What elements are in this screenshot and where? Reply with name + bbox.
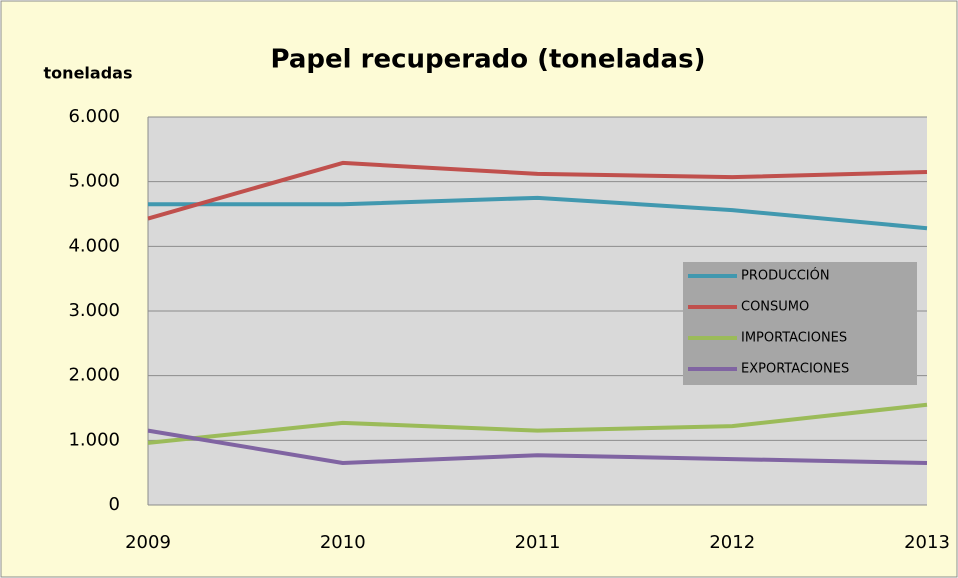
legend-label: IMPORTACIONES xyxy=(741,331,847,346)
y-tick-label: 3.000 xyxy=(68,300,120,321)
y-tick-label: 2.000 xyxy=(68,365,120,386)
x-tick-label: 2013 xyxy=(904,532,950,553)
x-tick-label: 2010 xyxy=(320,532,366,553)
chart-title: Papel recuperado (toneladas) xyxy=(271,45,706,75)
legend-box xyxy=(683,262,917,385)
data-line xyxy=(147,428,928,465)
y-tick-label: 0 xyxy=(109,494,120,515)
x-tick-label: 2011 xyxy=(515,532,561,553)
x-tick-label: 2009 xyxy=(125,532,171,553)
data-line xyxy=(147,402,928,445)
y-tick-label: 4.000 xyxy=(68,235,120,256)
legend-label: PRODUCCIÓN xyxy=(741,268,830,284)
data-line xyxy=(147,160,928,221)
y-tick-label: 5.000 xyxy=(68,171,120,192)
legend-label: CONSUMO xyxy=(741,300,809,315)
y-tick-label: 1.000 xyxy=(68,429,120,450)
data-line xyxy=(148,195,928,231)
y-tick-label: 6.000 xyxy=(68,106,120,127)
y-axis-label: toneladas xyxy=(44,64,133,83)
x-tick-label: 2012 xyxy=(709,532,755,553)
legend-label: EXPORTACIONES xyxy=(741,362,849,377)
